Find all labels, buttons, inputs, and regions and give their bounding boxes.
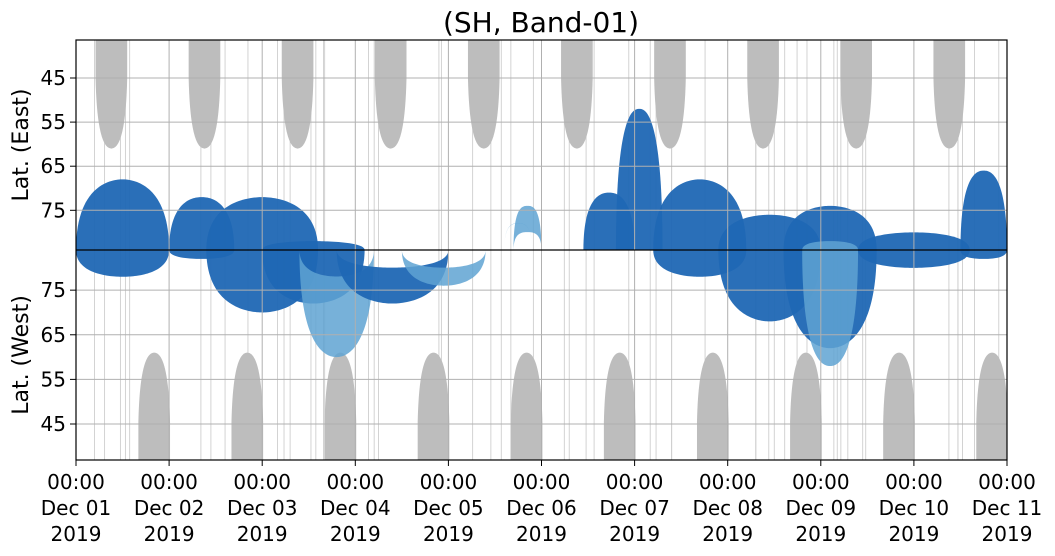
y-tick-label-east: 65 [41,154,66,178]
y-axis-label-west: Lat. (West) [9,295,34,415]
x-tick-label: 2019 [423,522,474,546]
y-tick-label-west: 45 [41,412,66,436]
no-data-region-east [747,40,779,149]
y-tick-label-west: 65 [41,323,66,347]
activity-region [615,108,663,250]
no-data-region-west [976,352,1007,460]
x-tick-label: 2019 [888,522,939,546]
no-data-region-east [281,40,314,149]
no-data-region-east [561,40,593,149]
x-tick-label: Dec 07 [599,496,670,520]
no-data-region-west [790,352,822,460]
x-tick-label: 00:00 [978,470,1036,494]
y-tick-label-east: 55 [41,110,66,134]
y-axis-label-east: Lat. (East) [9,89,34,202]
x-tick-label: 2019 [330,522,381,546]
x-tick-label: 2019 [795,522,846,546]
x-tick-label: 00:00 [885,470,943,494]
x-tick-label: 2019 [982,522,1033,546]
x-tick-label: Dec 02 [134,496,205,520]
y-tick-label-east: 75 [41,198,66,222]
no-data-region-east [467,40,500,149]
x-tick-label: Dec 04 [320,496,391,520]
x-tick-label: 00:00 [233,470,291,494]
x-tick-label: Dec 01 [41,496,112,520]
x-tick-label: 00:00 [420,470,478,494]
activity-region [960,170,1007,259]
x-tick-label: 00:00 [47,470,105,494]
plot-area [76,40,1007,460]
x-tick-label: 00:00 [699,470,757,494]
x-tick-label: Dec 09 [786,496,857,520]
x-tick-label: 2019 [702,522,753,546]
no-data-region-east [374,40,407,149]
activity-region [76,179,170,277]
y-tick-label-west: 75 [41,278,66,302]
x-tick-label: 00:00 [513,470,571,494]
x-tick-label: 00:00 [326,470,384,494]
x-tick-label: 2019 [609,522,660,546]
no-data-region-east [188,40,221,149]
no-data-region-west [696,352,729,460]
no-data-region-east [95,40,128,149]
activity-region [513,205,542,250]
activity-region [802,241,859,366]
x-tick-label: Dec 08 [692,496,763,520]
x-tick-label: 2019 [51,522,102,546]
x-tick-label: Dec 06 [506,496,577,520]
x-tick-label: 2019 [144,522,195,546]
no-data-region-east [933,40,966,149]
x-tick-label: Dec 11 [972,496,1043,520]
no-data-region-east [654,40,686,149]
no-data-region-east [840,40,873,149]
no-data-region-west [417,352,450,460]
y-axis-ticks: 45 55 65 75 75 65 55 45 [41,66,76,436]
x-tick-label: Dec 03 [227,496,298,520]
x-tick-label: 00:00 [606,470,664,494]
no-data-region-west [231,352,264,460]
no-data-region-west [603,352,636,460]
x-tick-label: 00:00 [792,470,850,494]
x-tick-label: 2019 [237,522,288,546]
y-tick-label-west: 55 [41,367,66,391]
no-data-region-west [883,352,915,460]
no-data-region-west [138,352,171,460]
no-data-region-west [324,352,357,460]
y-tick-label-east: 45 [41,66,66,90]
no-data-region-west [510,352,543,460]
chart-title: (SH, Band-01) [443,6,639,39]
x-tick-label: 2019 [516,522,567,546]
x-tick-label: 00:00 [140,470,198,494]
x-tick-label: Dec 05 [413,496,484,520]
x-tick-label: Dec 10 [879,496,950,520]
activity-region [401,250,486,286]
